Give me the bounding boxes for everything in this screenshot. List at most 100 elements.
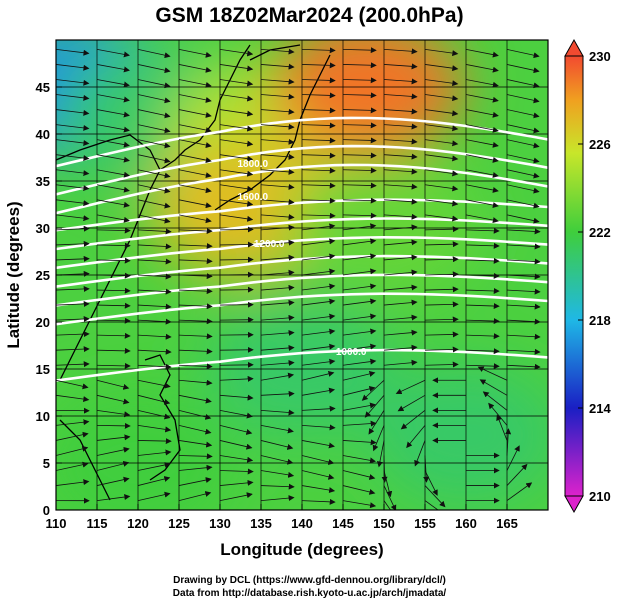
streamline-arrow (395, 379, 426, 395)
streamline-arrow (383, 93, 418, 100)
streamline-arrow (137, 124, 171, 134)
streamline-arrow (178, 214, 212, 224)
streamline-arrow (178, 409, 212, 420)
streamline-arrow (506, 482, 533, 501)
streamline-arrow (219, 214, 254, 222)
streamline-arrow (424, 346, 459, 353)
streamline-arrow (260, 409, 295, 416)
x-tick-label: 135 (250, 516, 272, 531)
streamline-arrow (376, 440, 385, 468)
streamline-arrow (506, 94, 540, 104)
streamline-arrow (383, 500, 391, 510)
streamline-arrow (301, 470, 335, 480)
streamline-arrow (219, 109, 254, 117)
streamline-arrow (219, 440, 253, 450)
streamline-arrow (219, 409, 253, 419)
colorbar: 210 214 218 222 226 230 (564, 38, 611, 514)
streamline-arrow (506, 273, 541, 280)
colorbar-tick-label: 218 (589, 313, 611, 328)
streamline-arrow (383, 78, 418, 85)
streamline-arrow (342, 212, 377, 219)
streamline-arrow (178, 464, 213, 471)
streamline-arrow (488, 402, 508, 426)
streamline-arrow (342, 313, 377, 321)
streamline-arrow (96, 476, 130, 486)
streamline-arrow (465, 109, 499, 118)
streamline-arrow (178, 124, 212, 133)
streamline-arrow (96, 154, 130, 163)
streamline-arrow (219, 375, 254, 382)
streamline-arrow (506, 139, 540, 149)
streamline-arrow (219, 184, 254, 192)
x-tick-label: 145 (332, 516, 354, 531)
streamline-arrow (56, 300, 90, 307)
streamline-arrow (56, 214, 90, 222)
colorbar-tick-label: 230 (589, 49, 611, 64)
streamline-arrow (301, 268, 336, 276)
streamline-arrow (301, 387, 336, 396)
streamline-arrow (383, 329, 418, 336)
streamline-arrow (178, 363, 213, 370)
streamline-arrow (506, 243, 541, 250)
streamline-arrow (56, 79, 90, 86)
streamline-arrow (96, 49, 130, 58)
streamline-arrow (506, 303, 541, 310)
streamline-arrow (178, 303, 213, 310)
x-tick-label: 155 (414, 516, 436, 531)
streamline-arrow (137, 491, 171, 501)
streamline-arrow (342, 92, 377, 99)
streamline-arrow (96, 317, 131, 324)
streamline-arrow (260, 153, 295, 160)
streamline-arrow (56, 169, 90, 177)
streamline-arrow (506, 199, 540, 209)
streamline-arrow (342, 253, 377, 261)
streamline-arrow (260, 372, 295, 381)
y-axis-label: Latitude (degrees) (4, 201, 23, 348)
streamline-arrow (424, 361, 459, 368)
y-tick-label: 15 (36, 362, 50, 377)
streamline-arrow (301, 137, 336, 144)
streamline-arrow (506, 318, 541, 325)
streamline-arrow (465, 257, 500, 264)
streamline-arrow (482, 391, 508, 411)
streamline-arrow (137, 438, 172, 445)
streamline-arrow (260, 63, 295, 70)
streamline-arrow (342, 455, 376, 464)
streamline-arrow (383, 269, 418, 276)
streamline-arrow (342, 343, 377, 351)
contour-line (56, 217, 548, 251)
streamline-arrow (383, 123, 418, 130)
streamline-arrow (260, 78, 295, 85)
streamline-arrow (381, 455, 388, 483)
streamline-arrow (96, 446, 130, 456)
streamline-arrow (96, 347, 131, 354)
streamline-arrow (301, 107, 336, 114)
x-axis-label: Longitude (degrees) (220, 540, 383, 559)
streamline-arrow (56, 240, 90, 247)
streamline-arrow (178, 453, 213, 460)
streamline-arrow (219, 479, 254, 486)
contour-line (56, 348, 548, 382)
streamline-arrow (260, 495, 295, 502)
streamline-arrow (96, 332, 131, 339)
streamline-arrow (383, 213, 418, 220)
streamline-arrow (479, 379, 508, 396)
streamline-arrow (260, 440, 294, 450)
streamline-arrow (96, 184, 130, 193)
streamline-arrow (178, 199, 212, 209)
streamline-arrow (178, 258, 213, 265)
streamline-arrow (424, 485, 446, 508)
streamline-arrow (96, 227, 131, 234)
streamline-arrow (506, 49, 540, 59)
x-tick-label: 165 (496, 516, 518, 531)
streamline-arrow (414, 440, 426, 467)
streamline-arrow (178, 477, 212, 486)
streamline-arrow (219, 492, 253, 501)
streamline-arrow (56, 346, 90, 353)
streamline-arrow (505, 428, 512, 456)
streamline-arrow (137, 303, 172, 310)
x-tick-label: 120 (127, 516, 149, 531)
y-tick-label: 30 (36, 221, 50, 236)
streamline-arrow (178, 94, 212, 103)
